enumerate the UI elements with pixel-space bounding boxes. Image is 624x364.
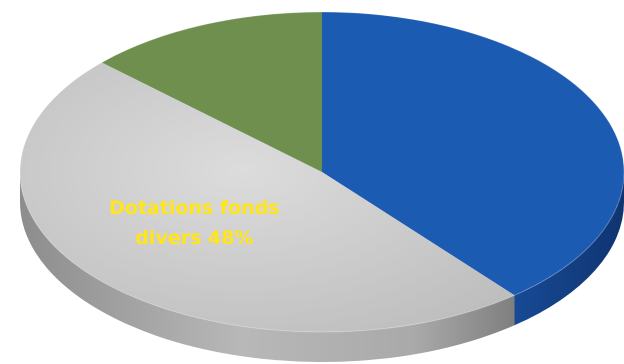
pie-slice-0 bbox=[322, 12, 624, 296]
pie-slice-label-1: Dotations fonds divers 48% bbox=[109, 197, 280, 249]
pie-wall-segment-0 bbox=[514, 172, 624, 326]
pie-slice-label-line: Dotations fonds bbox=[109, 197, 280, 219]
pie-slice-2 bbox=[101, 12, 322, 172]
pie-wall-segment-1 bbox=[20, 172, 515, 362]
pie-slice-label-line: divers 48% bbox=[135, 227, 253, 249]
pie-labels: Dotations fonds divers 48% bbox=[109, 197, 280, 249]
pie-slice-1 bbox=[19, 62, 515, 332]
pie-side-wall bbox=[20, 172, 624, 362]
pie-top bbox=[19, 11, 624, 333]
pie-rim bbox=[19, 11, 624, 333]
